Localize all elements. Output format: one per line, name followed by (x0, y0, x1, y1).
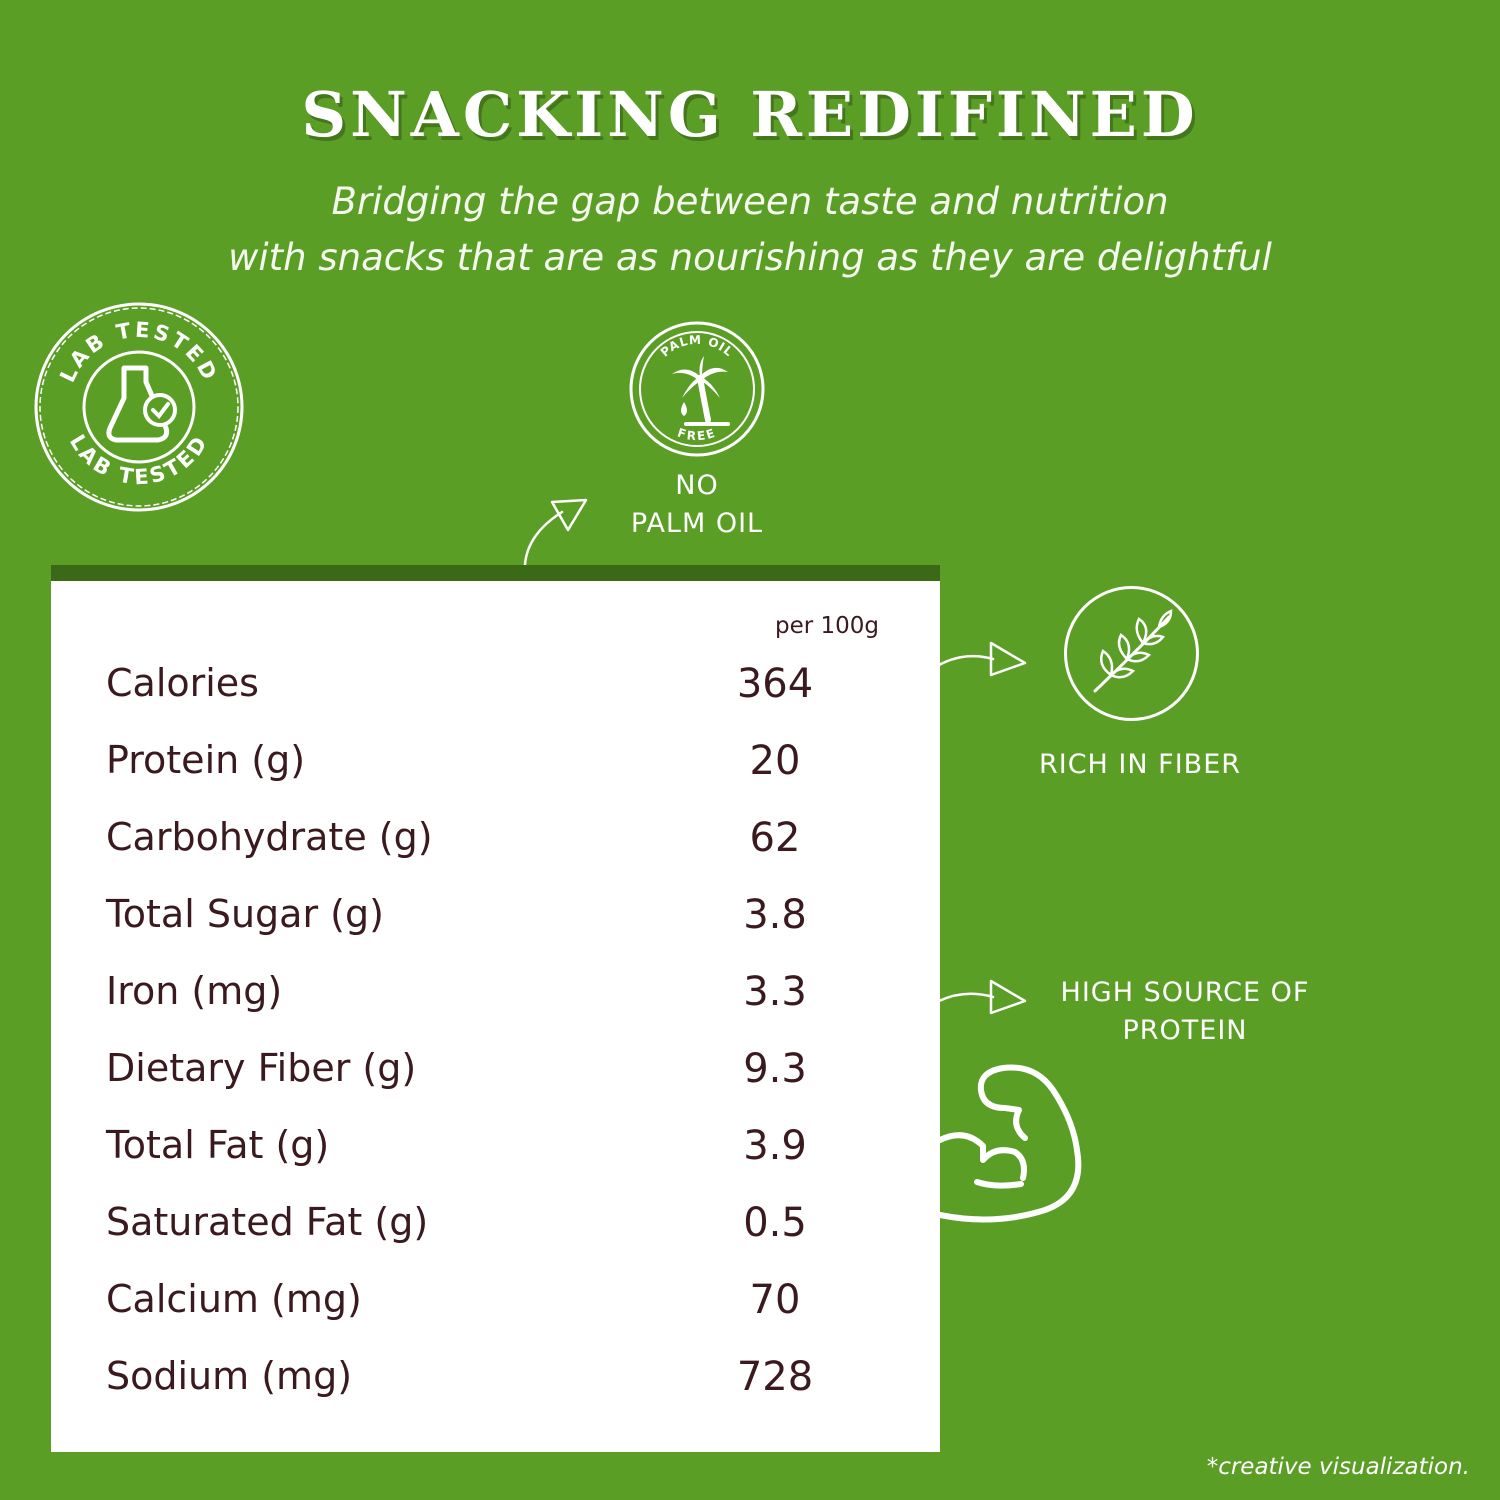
nutrient-value: 3.8 (743, 892, 807, 938)
table-row: Calories 364 (51, 661, 940, 721)
lab-tested-badge: LAB TESTED LAB TESTED (32, 300, 246, 514)
nutrient-name: Dietary Fiber (g) (106, 1046, 417, 1090)
nutrient-value: 70 (749, 1277, 801, 1323)
nutrient-value: 0.5 (743, 1200, 807, 1246)
nutrient-value: 9.3 (743, 1046, 807, 1092)
nutrient-name: Saturated Fat (g) (106, 1200, 429, 1244)
table-row: Dietary Fiber (g) 9.3 (51, 1046, 940, 1106)
arrow-fiber-icon (937, 641, 1027, 677)
nutrient-name: Protein (g) (106, 738, 306, 782)
svg-text:PALM OIL: PALM OIL (658, 333, 736, 360)
nutrient-value: 364 (736, 661, 814, 707)
palm-oil-top-text: PALM OIL (658, 333, 735, 360)
table-row: Calcium (mg) 70 (51, 1277, 940, 1337)
table-row: Carbohydrate (g) 62 (51, 815, 940, 875)
table-row: Sodium (mg) 728 (51, 1354, 940, 1414)
arrow-protein-icon (937, 979, 1027, 1015)
table-header-bar (51, 565, 940, 581)
nutrient-value: 62 (749, 815, 801, 861)
nutrition-table: per 100g Calories 364 Protein (g) 20 Car… (51, 581, 940, 1452)
svg-text:FREE: FREE (676, 426, 719, 444)
palm-tree-icon: PALM OIL FREE (629, 321, 765, 457)
nutrient-value: 20 (749, 738, 801, 784)
nutrient-name: Total Fat (g) (106, 1123, 330, 1167)
palm-oil-free-badge: PALM OIL FREE (628, 320, 766, 458)
table-row: Total Sugar (g) 3.8 (51, 892, 940, 952)
table-row: Protein (g) 20 (51, 738, 940, 798)
per-100g-header: per 100g (774, 613, 880, 639)
protein-line-2: PROTEIN (1122, 1015, 1248, 1046)
nutrient-value: 3.9 (743, 1123, 807, 1169)
nutrient-value: 3.3 (743, 969, 807, 1015)
nutrient-name: Total Sugar (g) (106, 892, 384, 936)
nutrient-name: Carbohydrate (g) (106, 815, 433, 859)
no-palm-oil-line-1: NO (675, 470, 719, 501)
subtitle-line-1: Bridging the gap between taste and nutri… (331, 180, 1169, 223)
protein-label: HIGH SOURCE OF PROTEIN (1035, 974, 1335, 1050)
table-row: Iron (mg) 3.3 (51, 969, 940, 1029)
nutrient-name: Calcium (mg) (106, 1277, 362, 1321)
subtitle-line-2: with snacks that are as nourishing as th… (228, 236, 1272, 279)
footnote: *creative visualization. (1206, 1454, 1470, 1480)
rich-in-fiber-label: RICH IN FIBER (1038, 749, 1242, 780)
no-palm-oil-line-2: PALM OIL (630, 508, 764, 539)
no-palm-oil-label: NO PALM OIL (597, 467, 797, 543)
palm-oil-bottom-text: FREE (676, 426, 717, 444)
protein-line-1: HIGH SOURCE OF (1060, 977, 1310, 1008)
lab-tested-icon: LAB TESTED LAB TESTED (34, 302, 244, 512)
nutrient-value: 728 (736, 1354, 814, 1400)
table-row: Total Fat (g) 3.9 (51, 1123, 940, 1183)
table-row: Saturated Fat (g) 0.5 (51, 1200, 940, 1260)
page-title: SNACKING REDIFINED (301, 78, 1199, 151)
wheat-icon (1064, 586, 1199, 721)
nutrient-name: Sodium (mg) (106, 1354, 353, 1398)
nutrient-name: Calories (106, 661, 259, 705)
flexed-arm-icon (937, 1064, 1082, 1223)
nutrient-name: Iron (mg) (106, 969, 283, 1013)
